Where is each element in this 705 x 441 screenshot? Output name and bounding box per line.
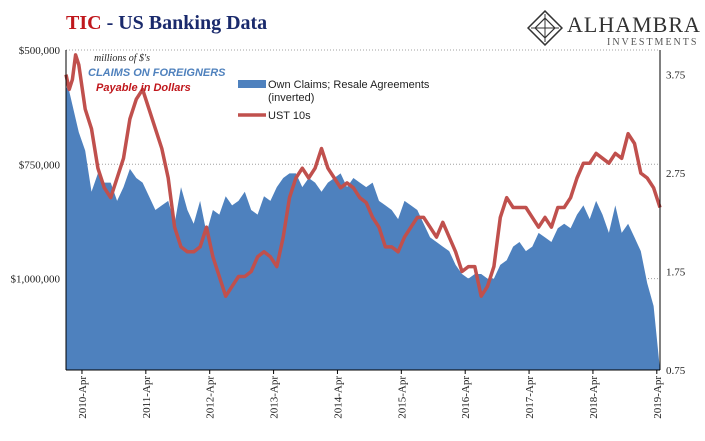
y-right-tick-label: 2.75 — [666, 168, 686, 180]
legend-label-line: UST 10s — [268, 110, 311, 122]
legend-swatch-area — [238, 80, 266, 88]
y-left-tick-label: $500,000 — [19, 45, 61, 57]
legend-label-area-inverted: (inverted) — [268, 92, 314, 104]
alhambra-logo: ALHAMBRA INVESTMENTS — [527, 10, 700, 50]
payable-annotation: Payable in Dollars — [96, 82, 191, 94]
logo-subtitle: INVESTMENTS — [607, 37, 699, 48]
x-tick-label: 2010-Apr — [77, 376, 89, 419]
title-text: - US Banking Data — [106, 12, 268, 34]
legend-label-area: Own Claims; Resale Agreements — [268, 79, 430, 91]
x-tick-label: 2012-Apr — [205, 376, 217, 419]
series-own-claims-area — [66, 86, 660, 370]
series-ust10-line — [64, 53, 662, 298]
x-tick-label: 2019-Apr — [652, 376, 664, 419]
x-tick-label: 2014-Apr — [332, 376, 344, 419]
diamond-logo-icon — [527, 10, 563, 46]
axes — [65, 50, 661, 374]
units-annotation: millions of $'s — [94, 53, 150, 64]
area-series — [66, 86, 660, 370]
x-tick-label: 2011-Apr — [141, 376, 153, 419]
y-right-tick-label: 1.75 — [666, 267, 686, 279]
x-tick-label: 2015-Apr — [396, 376, 408, 419]
title-brand: TIC — [66, 12, 102, 34]
x-tick-label: 2013-Apr — [269, 376, 281, 419]
y-left-tick-label: $1,000,000 — [11, 274, 61, 286]
claims-annotation: CLAIMS ON FOREIGNERS — [88, 67, 226, 79]
line-series — [64, 53, 662, 298]
x-tick-label: 2018-Apr — [588, 376, 600, 419]
y-right-tick-label: 3.75 — [666, 70, 686, 82]
logo-name: ALHAMBRA — [567, 12, 701, 37]
chart-text: $500,000 $750,000 $1,000,000 3.75 2.75 1.75 0.… — [11, 45, 686, 419]
x-tick-label: 2016-Apr — [460, 376, 472, 419]
page-title: TIC - US Banking Data — [66, 12, 267, 35]
y-right-tick-label: 0.75 — [666, 365, 686, 377]
x-tick-label: 2017-Apr — [524, 376, 536, 419]
y-left-tick-label: $750,000 — [19, 159, 61, 171]
